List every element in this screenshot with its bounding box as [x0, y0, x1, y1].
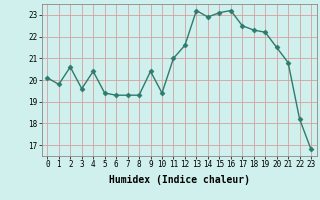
X-axis label: Humidex (Indice chaleur): Humidex (Indice chaleur) — [109, 175, 250, 185]
